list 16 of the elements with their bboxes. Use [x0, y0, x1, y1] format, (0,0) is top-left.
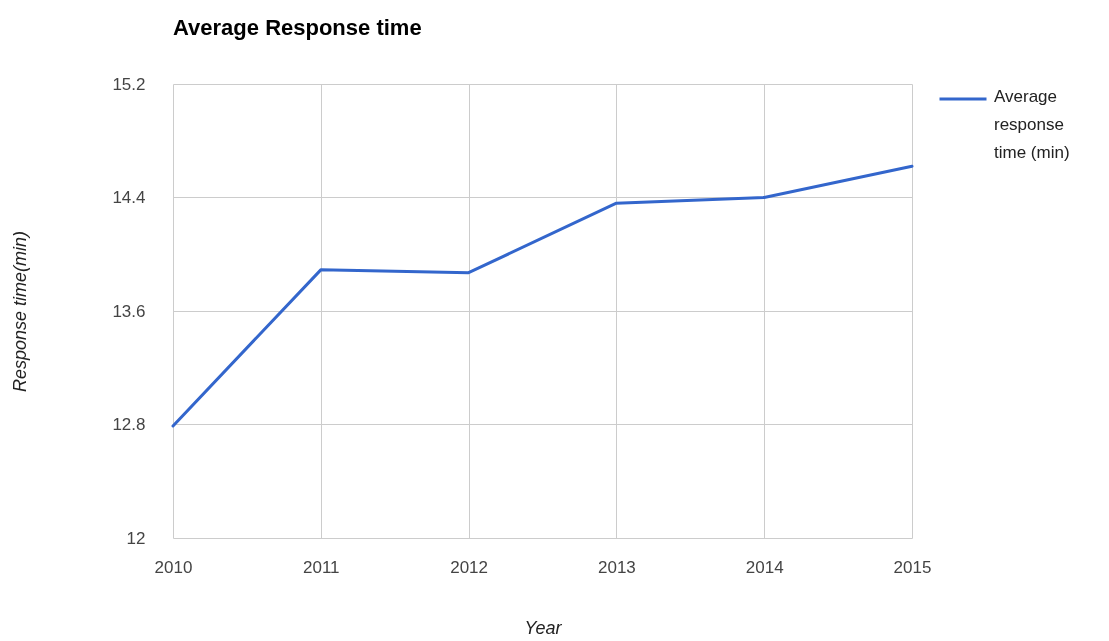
y-axis-title: Response time(min) — [9, 230, 30, 393]
chart-title: Average Response time — [173, 15, 422, 40]
y-tick-label: 12 — [126, 528, 146, 548]
x-tick-label: 2014 — [745, 557, 784, 577]
x-tick-label: 2010 — [154, 557, 193, 577]
y-tick-label: 12.8 — [112, 415, 146, 434]
y-tick-label: 14.4 — [112, 188, 146, 207]
x-axis-title: Year — [524, 617, 563, 638]
x-tick-label: 2015 — [893, 557, 932, 577]
line-series — [171, 164, 914, 428]
y-tick-label: 15.2 — [112, 74, 146, 94]
x-tick-label: 2013 — [597, 557, 636, 577]
y-tick-label: 13.6 — [112, 301, 146, 321]
x-tick-label: 2012 — [450, 557, 489, 577]
legend-label: Average response time (min) — [994, 87, 1070, 162]
x-tick-label: 2011 — [303, 557, 340, 577]
